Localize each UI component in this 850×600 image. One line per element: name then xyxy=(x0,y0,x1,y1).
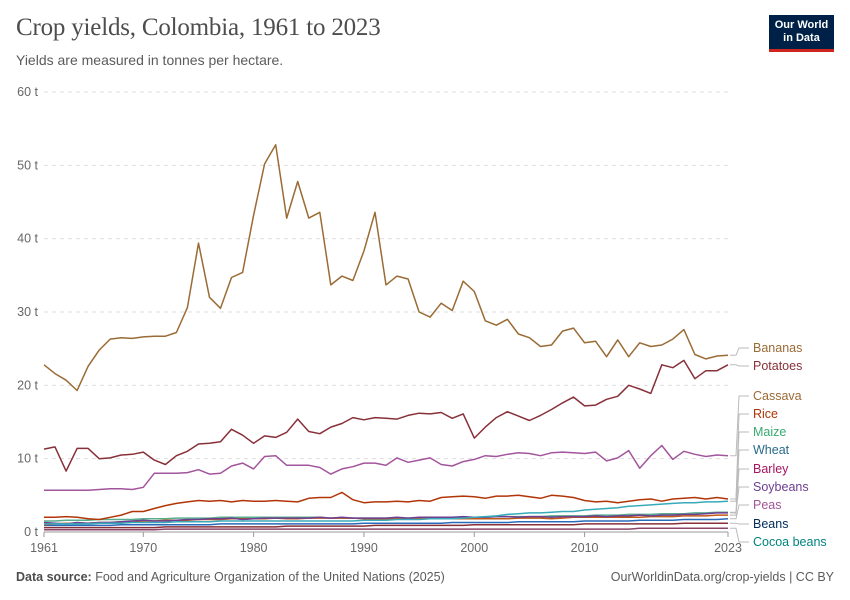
series-line-wheat xyxy=(43,512,728,525)
legend-connector xyxy=(730,522,749,525)
series-line-potatoes xyxy=(43,359,729,472)
legend-connector xyxy=(730,504,749,520)
legend-connector xyxy=(730,449,749,514)
legend-label-cocoa-beans: Cocoa beans xyxy=(753,535,827,549)
owid-logo[interactable]: Our World in Data xyxy=(769,15,834,52)
legend-label-barley: Barley xyxy=(753,462,789,476)
chart-title: Crop yields, Colombia, 1961 to 2023 xyxy=(16,14,381,41)
y-tick-label: 40 t xyxy=(17,232,38,246)
series-line-beans xyxy=(44,522,728,529)
x-tick-label: 2010 xyxy=(571,541,599,555)
x-tick-label: 1961 xyxy=(30,541,58,555)
series-line-cocoa-beans xyxy=(44,527,728,531)
legend-connector xyxy=(730,395,749,457)
logo-line-2: in Data xyxy=(783,32,820,44)
legend-label-maize: Maize xyxy=(753,425,786,439)
series-line-rice xyxy=(44,491,729,521)
x-tick-label: 1990 xyxy=(350,541,378,555)
y-tick-label: 20 t xyxy=(17,378,38,392)
legend-label-potatoes: Potatoes xyxy=(753,359,802,373)
y-tick-label: 0 t xyxy=(24,525,38,539)
legend-connector xyxy=(730,486,749,513)
series-line-bananas xyxy=(43,144,729,392)
footer-link[interactable]: OurWorldinData.org/crop-yields | CC BY xyxy=(610,570,834,584)
legend-connector xyxy=(730,468,749,516)
legend-label-rice: Rice xyxy=(753,407,778,421)
legend-label-peas: Peas xyxy=(753,498,782,512)
x-tick-label: 1980 xyxy=(240,541,268,555)
series-line-maize xyxy=(44,500,729,525)
logo-line-1: Our World xyxy=(774,19,829,31)
footer-source: Data source: Food and Agriculture Organi… xyxy=(16,570,445,584)
source-label: Data source: xyxy=(16,570,92,584)
y-tick-label: 50 t xyxy=(17,158,38,172)
legend-connector xyxy=(730,347,749,356)
source-text: Food and Agriculture Organization of the… xyxy=(95,570,445,584)
legend-connector xyxy=(730,527,749,543)
series-line-cassava xyxy=(44,444,729,491)
x-tick-label: 2023 xyxy=(714,541,742,555)
y-tick-label: 60 t xyxy=(17,85,38,99)
y-tick-label: 10 t xyxy=(17,452,38,466)
legend-label-cassava: Cassava xyxy=(753,389,802,403)
legend-connector xyxy=(730,413,749,500)
legend-label-wheat: Wheat xyxy=(753,443,790,457)
legend-connector xyxy=(730,431,749,502)
x-tick-label: 1970 xyxy=(129,541,157,555)
y-tick-label: 30 t xyxy=(17,305,38,319)
legend-connector xyxy=(730,364,749,367)
line-chart: 0 t 10 t 20 t 30 t 40 t 50 t 60 t 1961 1970 1980 1… xyxy=(17,85,827,555)
x-tick-label: 2000 xyxy=(460,541,488,555)
legend-label-beans: Beans xyxy=(753,517,788,531)
chart-subtitle: Yields are measured in tonnes per hectar… xyxy=(16,52,284,68)
legend-label-soybeans: Soybeans xyxy=(753,480,809,494)
legend-label-bananas: Bananas xyxy=(753,341,802,355)
series-line-peas xyxy=(44,518,729,527)
